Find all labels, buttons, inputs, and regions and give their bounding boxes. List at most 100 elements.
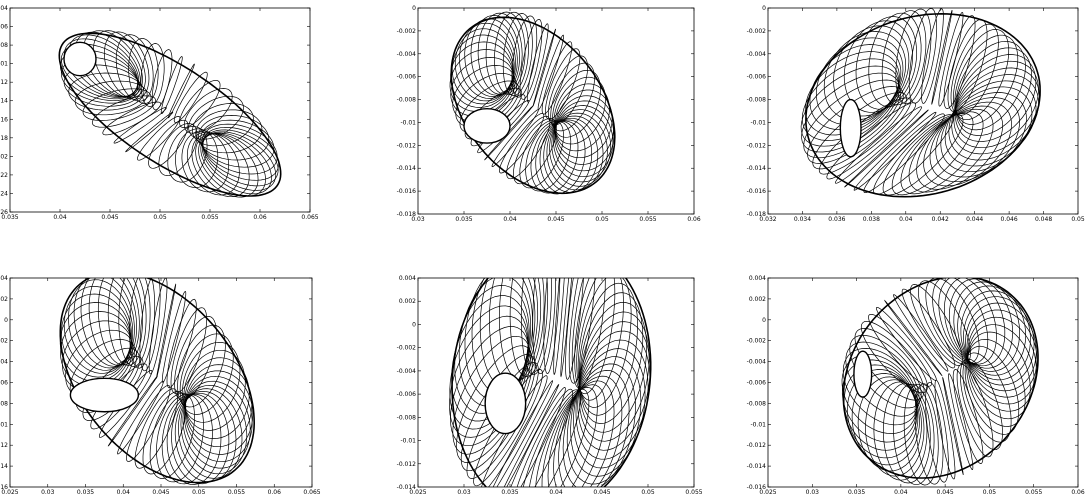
y-tick-label: 0 xyxy=(762,317,766,324)
y-tick-label: 0 xyxy=(412,321,416,328)
orbit-loop xyxy=(940,86,1033,173)
orbit-loop xyxy=(526,23,549,103)
orbit-loop xyxy=(510,387,566,487)
y-tick-label: -0.008 xyxy=(397,97,417,104)
orbit-loop xyxy=(925,381,949,483)
x-tick-label: 0.04 xyxy=(549,489,563,496)
orbit-loop xyxy=(509,278,549,378)
orbit-hole xyxy=(463,108,511,144)
orbit-hole xyxy=(853,350,873,398)
orbit-loop xyxy=(908,108,994,193)
y-tick-label: 0.002 xyxy=(749,296,766,303)
orbit-loop xyxy=(519,119,564,189)
orbit-loop xyxy=(860,320,928,394)
orbit-loop xyxy=(479,278,539,389)
orbit-loop xyxy=(545,48,581,120)
orbit-envelope xyxy=(451,278,652,487)
orbit-loop xyxy=(195,109,263,154)
x-tick-label: 0.04 xyxy=(117,489,131,496)
x-tick-label: 0.044 xyxy=(966,216,983,223)
orbit-loop xyxy=(140,43,165,107)
y-tick-label: -0.006 xyxy=(747,74,767,81)
x-tick-label: 0.04 xyxy=(899,216,913,223)
orbit-loop xyxy=(579,292,644,424)
orbit-hole xyxy=(63,41,97,77)
orbit-loop xyxy=(60,311,132,387)
orbit-loop xyxy=(541,384,607,487)
x-tick-label: 0.045 xyxy=(593,489,610,496)
orbit-loop xyxy=(908,8,938,104)
y-tick-label: -0.004 xyxy=(0,359,8,366)
y-tick-label: -0.022 xyxy=(0,172,8,179)
orbit-loop xyxy=(855,16,918,110)
y-tick-label: -0.016 xyxy=(397,188,417,195)
orbit-loop xyxy=(833,25,910,117)
y-tick-label: -0.002 xyxy=(747,28,767,35)
x-tick-label: 0.06 xyxy=(1071,489,1085,496)
orbit-loop xyxy=(552,69,601,138)
orbit-loop xyxy=(876,306,937,381)
x-tick-label: 0.04 xyxy=(503,216,517,223)
y-tick-label: -0.012 xyxy=(747,142,767,149)
orbit-loop xyxy=(854,328,925,401)
orbit-loop xyxy=(97,278,143,366)
orbit-loop xyxy=(546,115,604,191)
orbit-loop xyxy=(965,302,1037,392)
x-tick-label: 0.045 xyxy=(937,489,954,496)
x-tick-label: 0.055 xyxy=(1025,489,1042,496)
orbit-loop xyxy=(918,280,971,365)
orbit-loop xyxy=(948,278,1014,369)
orbit-loop xyxy=(543,278,561,374)
orbit-loop xyxy=(873,114,954,195)
orbit-loop xyxy=(200,119,275,168)
orbit-loop xyxy=(181,130,230,193)
orbit-loop xyxy=(170,307,208,394)
y-tick-label: -0.018 xyxy=(397,211,417,218)
y-tick-label: -0.004 xyxy=(397,368,417,375)
orbit-loop xyxy=(571,278,606,389)
y-tick-label: -0.006 xyxy=(0,380,8,387)
orbit-loop xyxy=(812,92,907,170)
orbit-loop xyxy=(554,100,615,172)
orbit-loop xyxy=(455,73,518,127)
orbit-series xyxy=(800,8,1041,198)
orbit-loop xyxy=(560,278,573,378)
orbit-loop xyxy=(947,19,988,112)
y-tick-label: -0.002 xyxy=(0,338,8,345)
orbit-loop xyxy=(577,321,651,451)
x-tick-label: 0.05 xyxy=(983,489,997,496)
y-tick-label: -0.014 xyxy=(397,165,417,172)
orbit-loop xyxy=(849,335,922,409)
x-tick-label: 0.05 xyxy=(595,216,609,223)
x-tick-label: 0.038 xyxy=(863,216,880,223)
orbit-loop xyxy=(98,370,153,438)
x-tick-label: 0.042 xyxy=(932,216,949,223)
y-tick-label: -0.012 xyxy=(0,79,8,86)
y-tick-label: -0.006 xyxy=(397,74,417,81)
orbit-loop xyxy=(882,114,964,196)
orbit-loop xyxy=(842,348,919,426)
y-tick-label: -0.014 xyxy=(0,98,8,105)
orbit-loop xyxy=(903,383,939,486)
y-tick-label: 0.002 xyxy=(0,296,8,303)
y-tick-label: -0.016 xyxy=(747,484,767,491)
x-tick-label: 0.03 xyxy=(806,489,820,496)
orbit-loop xyxy=(562,363,636,487)
orbit-loop xyxy=(161,394,213,485)
orbit-loop xyxy=(451,34,514,105)
orbit-loop xyxy=(60,43,138,100)
orbit-loop xyxy=(90,363,148,430)
y-tick-label: -0.008 xyxy=(397,414,417,421)
orbit-loop xyxy=(142,391,187,475)
y-tick-label: -0.018 xyxy=(0,135,8,142)
orbit-loop xyxy=(954,54,1037,142)
orbit-loop xyxy=(951,67,1040,155)
orbit-loop xyxy=(801,58,899,141)
x-tick-label: 0.055 xyxy=(639,216,656,223)
orbit-envelope xyxy=(59,278,256,484)
orbit-loop xyxy=(177,324,226,408)
